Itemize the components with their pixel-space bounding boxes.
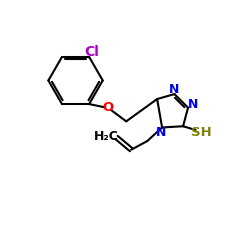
Text: H₂C: H₂C	[94, 130, 118, 142]
Text: O: O	[102, 101, 113, 114]
Text: Cl: Cl	[85, 44, 100, 59]
Text: N: N	[169, 84, 179, 96]
Text: SH: SH	[191, 126, 212, 139]
Text: N: N	[156, 126, 166, 139]
Text: N: N	[188, 98, 198, 111]
